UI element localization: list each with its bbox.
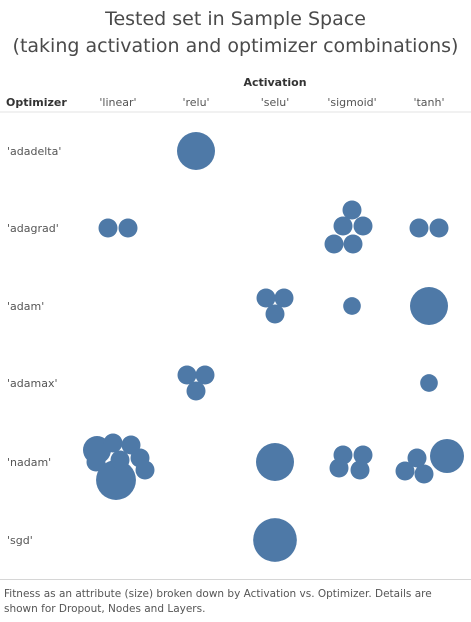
bubble-mark[interactable]	[195, 365, 215, 385]
bubble-mark[interactable]	[118, 218, 138, 238]
chart-caption: Fitness as an attribute (size) broken do…	[4, 588, 432, 615]
row-header: 'nadam'	[7, 456, 51, 469]
chart-title: Tested set in Sample Space	[105, 8, 366, 30]
bubble-mark[interactable]	[177, 365, 197, 385]
bubble-mark[interactable]	[265, 304, 285, 324]
bubble-mark[interactable]	[324, 234, 344, 254]
bubble-mark[interactable]	[96, 460, 136, 500]
bubble-mark[interactable]	[353, 216, 373, 236]
bubble-mark[interactable]	[409, 218, 429, 238]
bubble-mark[interactable]	[86, 452, 106, 472]
chart-subtitle: (taking activation and optimizer combina…	[12, 35, 459, 57]
row-header: 'adagrad'	[7, 222, 59, 235]
column-header: 'relu'	[182, 96, 209, 109]
column-header: 'sigmoid'	[327, 96, 376, 109]
bubble-mark[interactable]	[430, 439, 464, 473]
bubble-mark[interactable]	[256, 288, 276, 308]
bubble-mark[interactable]	[103, 433, 123, 453]
bubble-mark[interactable]	[135, 460, 155, 480]
bubble-mark[interactable]	[414, 464, 434, 484]
bubble-mark[interactable]	[407, 448, 427, 468]
bubble-mark[interactable]	[110, 450, 130, 470]
bubble-mark[interactable]	[342, 200, 362, 220]
column-header: 'linear'	[99, 96, 136, 109]
bubble-mark[interactable]	[186, 381, 206, 401]
row-header: 'adadelta'	[7, 145, 61, 158]
row-header: 'adamax'	[7, 377, 57, 390]
row-axis-title: Optimizer	[6, 96, 67, 109]
caption-divider	[0, 579, 471, 580]
column-header: 'selu'	[261, 96, 290, 109]
bubble-mark[interactable]	[410, 287, 448, 325]
bubble-mark[interactable]	[274, 288, 294, 308]
bubble-mark[interactable]	[343, 234, 363, 254]
row-header: 'adam'	[7, 300, 44, 313]
column-header: 'tanh'	[413, 96, 444, 109]
bubble-mark[interactable]	[98, 218, 118, 238]
bubble-mark[interactable]	[333, 216, 353, 236]
column-axis-title: Activation	[243, 76, 306, 89]
bubble-mark[interactable]	[350, 460, 370, 480]
bubble-mark[interactable]	[253, 518, 297, 562]
bubble-mark[interactable]	[429, 218, 449, 238]
bubble-mark[interactable]	[420, 374, 438, 392]
bubble-mark[interactable]	[395, 461, 415, 481]
bubble-matrix-chart: Activation Optimizer 'linear' 'relu' 'selu…	[0, 76, 471, 562]
row-header: 'sgd'	[7, 534, 33, 547]
bubble-mark[interactable]	[353, 445, 373, 465]
bubble-mark[interactable]	[343, 297, 361, 315]
bubble-mark[interactable]	[177, 132, 215, 170]
bubble-mark[interactable]	[329, 458, 349, 478]
bubble-mark[interactable]	[256, 443, 294, 481]
